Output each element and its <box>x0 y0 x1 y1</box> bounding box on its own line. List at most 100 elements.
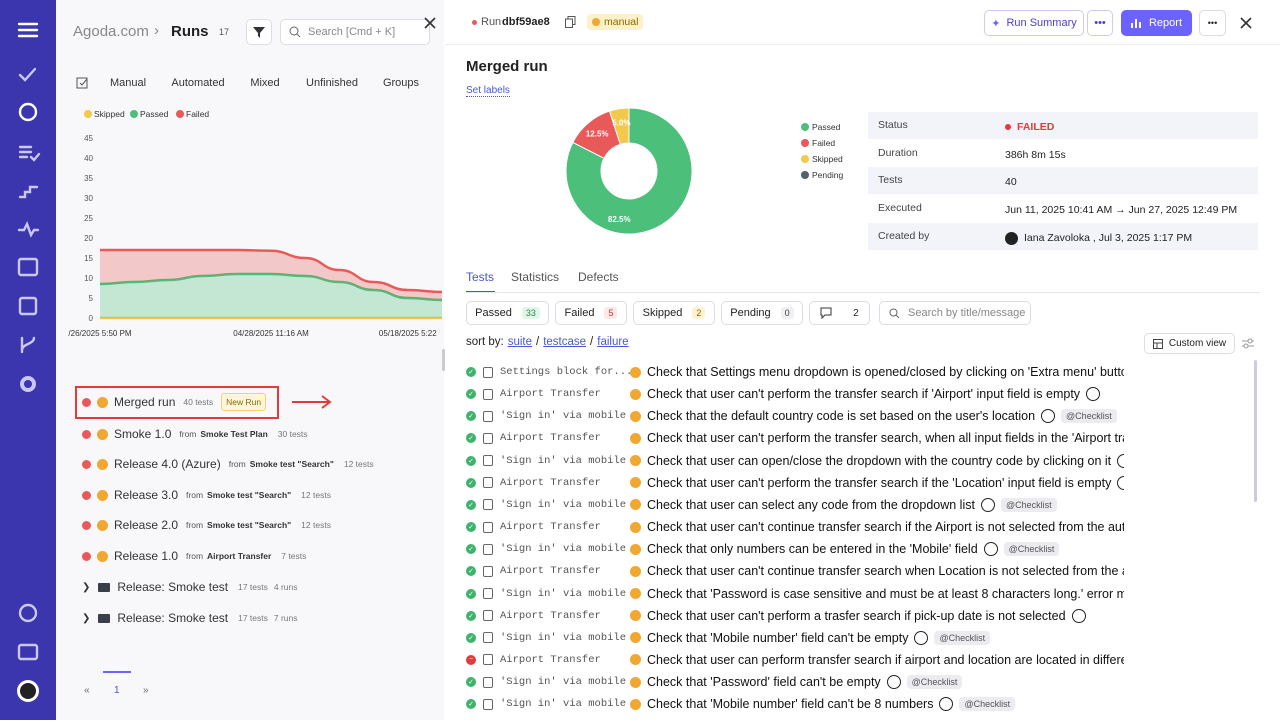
x-tick-label: 05/18/2025 5:22 <box>379 329 437 338</box>
test-type-icon <box>630 411 641 422</box>
test-suite: Airport Transfer <box>500 610 630 622</box>
test-search[interactable]: Search by title/message <box>879 301 1031 325</box>
legend-label: Passed <box>140 109 169 119</box>
test-row[interactable]: ✓'Sign in' via mobileCheck that 'Passwor… <box>466 585 1124 603</box>
sort-option[interactable]: failure <box>597 336 628 348</box>
test-row[interactable]: ✓'Sign in' via mobileCheck that 'Mobile … <box>466 695 1124 713</box>
filter-count: 2 <box>692 307 705 319</box>
help-icon[interactable] <box>20 605 36 621</box>
close-panel[interactable] <box>423 16 437 30</box>
test-type-icon <box>630 389 641 400</box>
copy-icon[interactable] <box>565 16 576 28</box>
sparkle-icon: ✦ <box>991 17 1000 30</box>
run-item[interactable]: Release 1.0fromAirport Transfer7 tests <box>82 548 314 564</box>
run-item[interactable]: Smoke 1.0fromSmoke Test Plan30 tests <box>82 426 316 442</box>
menu-icon[interactable] <box>19 24 37 36</box>
test-row[interactable]: ✓'Sign in' via mobileCheck that user can… <box>466 452 1124 470</box>
run-item[interactable]: Release 3.0fromSmoke test "Search"12 tes… <box>82 487 339 503</box>
branch-icon[interactable] <box>22 338 34 352</box>
detail-label: Executed <box>878 202 922 214</box>
breadcrumb[interactable]: Agoda.com <box>73 23 149 40</box>
check-icon[interactable] <box>20 69 35 80</box>
pulse-icon[interactable] <box>19 224 38 235</box>
test-row[interactable]: ✓Airport TransferCheck that user can't p… <box>466 385 1124 403</box>
panel-tab[interactable]: Manual <box>110 77 146 89</box>
analytics-icon[interactable] <box>20 298 36 314</box>
panel-tab[interactable]: Automated <box>171 77 224 89</box>
run-group[interactable]: ❯Release: Smoke test17 tests7 runs <box>82 610 298 626</box>
filter-button[interactable]: Skipped2 <box>633 301 715 325</box>
test-title: Check that user can select any code from… <box>647 498 975 512</box>
search-box[interactable]: Search [Cmd + K] <box>280 19 430 45</box>
comment-filter[interactable]: 2 <box>809 301 870 325</box>
filter-button[interactable] <box>246 19 272 45</box>
report-more[interactable]: ••• <box>1199 10 1226 36</box>
panel-tab[interactable]: Mixed <box>250 77 279 89</box>
test-row[interactable]: ✓Airport TransferCheck that user can't p… <box>466 429 1124 447</box>
steps-icon[interactable] <box>20 187 37 197</box>
test-row[interactable]: ✓'Sign in' via mobileCheck that only num… <box>466 540 1124 558</box>
test-row[interactable]: ✓'Sign in' via mobileCheck that the defa… <box>466 407 1124 425</box>
test-author <box>939 697 953 711</box>
run-group[interactable]: ❯Release: Smoke test17 tests4 runs <box>82 579 298 595</box>
sort-option[interactable]: testcase <box>543 336 586 348</box>
legend-label: Skipped <box>94 109 125 119</box>
scrollbar[interactable] <box>442 349 445 371</box>
settings-icon[interactable] <box>22 378 34 390</box>
run-item[interactable]: Release 4.0 (Azure)fromSmoke test "Searc… <box>82 456 382 472</box>
run-tab[interactable]: Defects <box>578 270 619 284</box>
filter-button[interactable]: Failed5 <box>555 301 627 325</box>
run-item[interactable]: Release 2.0fromSmoke test "Search"12 tes… <box>82 517 339 533</box>
run-tab[interactable]: Tests <box>466 270 494 284</box>
panel-tab[interactable]: Unfinished <box>306 77 358 89</box>
pie-value-label: 12.5% <box>586 130 609 139</box>
test-row[interactable]: ✓Settings block for...Check that Setting… <box>466 363 1124 381</box>
run-tab[interactable]: Statistics <box>511 270 559 284</box>
x-tick-label: 04/28/2025 11:16 AM <box>233 329 309 338</box>
test-tag: @Checklist <box>907 675 963 689</box>
test-row[interactable]: ✓Airport TransferCheck that user can't p… <box>466 607 1124 625</box>
filter-count: 33 <box>522 307 540 319</box>
sort-option[interactable]: suite <box>508 336 532 348</box>
test-title: Check that user can't perform the transf… <box>647 431 1124 445</box>
run-summary-button[interactable]: ✦Run Summary <box>984 10 1084 36</box>
report-button[interactable]: Report <box>1121 10 1192 36</box>
detail-value: Jun 11, 2025 10:41 AM → Jun 27, 2025 12:… <box>1005 204 1237 216</box>
test-row[interactable]: −Airport TransferCheck that user can per… <box>466 651 1124 669</box>
test-row[interactable]: ✓Airport TransferCheck that user can't c… <box>466 562 1124 580</box>
projects-icon[interactable] <box>19 645 37 659</box>
test-row[interactable]: ✓'Sign in' via mobileCheck that user can… <box>466 496 1124 514</box>
y-tick-label: 30 <box>84 194 93 203</box>
plans-icon[interactable] <box>20 147 39 160</box>
test-row[interactable]: ✓'Sign in' via mobileCheck that 'Passwor… <box>466 673 1124 691</box>
filter-button[interactable]: Pending0 <box>721 301 803 325</box>
custom-view-button[interactable]: Custom view <box>1144 333 1235 354</box>
test-row[interactable]: ✓'Sign in' via mobileCheck that 'Mobile … <box>466 629 1124 647</box>
prev-page[interactable]: « <box>84 685 90 696</box>
legend-swatch <box>801 139 809 147</box>
close-run[interactable] <box>1240 17 1252 29</box>
select-icon[interactable] <box>76 76 89 89</box>
legend-swatch <box>176 110 184 118</box>
test-suite: Airport Transfer <box>500 654 630 666</box>
test-type-icon <box>630 522 641 533</box>
settings-toggle[interactable] <box>1242 338 1254 349</box>
summary-more[interactable]: ••• <box>1087 10 1113 36</box>
test-status: ✓ <box>466 589 476 599</box>
test-type-icon <box>630 699 641 710</box>
sidebar <box>0 0 56 720</box>
test-scrollbar[interactable] <box>1254 360 1257 502</box>
import-icon[interactable] <box>19 259 37 275</box>
search-icon <box>289 26 301 38</box>
current-page[interactable]: 1 <box>114 685 120 696</box>
test-doc-icon <box>483 433 493 444</box>
set-labels[interactable]: Set labels <box>466 85 510 97</box>
test-status: ✓ <box>466 389 476 399</box>
runs-icon[interactable] <box>20 104 36 120</box>
test-row[interactable]: ✓Airport TransferCheck that user can't c… <box>466 518 1124 536</box>
panel-tab[interactable]: Groups <box>383 77 419 89</box>
next-page[interactable]: » <box>143 685 149 696</box>
sort-bar: sort by:suite/testcase/failure <box>466 336 629 348</box>
filter-button[interactable]: Passed33 <box>466 301 549 325</box>
test-row[interactable]: ✓Airport TransferCheck that user can't p… <box>466 474 1124 492</box>
